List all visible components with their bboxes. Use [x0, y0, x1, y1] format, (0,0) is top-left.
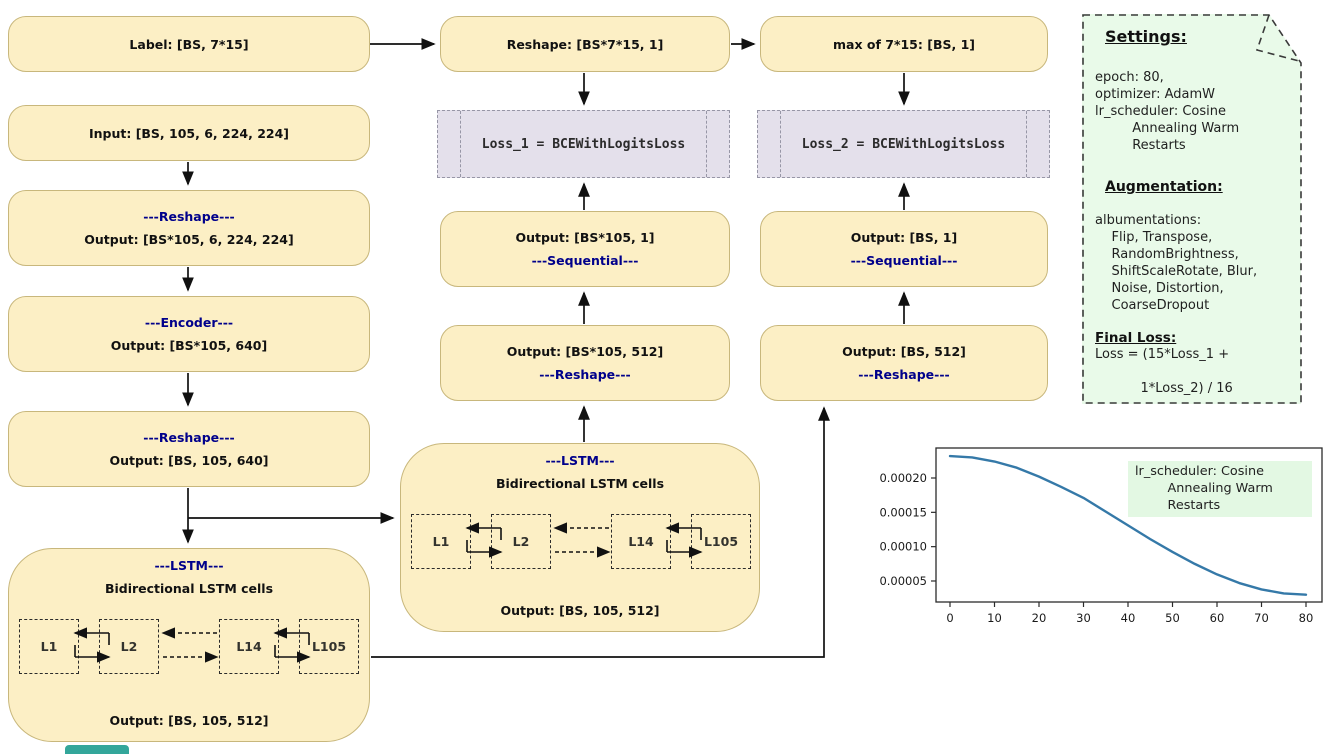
lstm-left-subtitle: Bidirectional LSTM cells	[104, 581, 274, 596]
loss2-left-dash	[780, 111, 781, 177]
reshape2-op: ---Reshape---	[143, 430, 235, 445]
augmentation-block: albumentations: Flip, Transpose, RandomB…	[1095, 213, 1258, 313]
final-loss-title: Final Loss:	[1095, 330, 1177, 346]
reshape1-node: ---Reshape--- Output: [BS*105, 6, 224, 2…	[8, 190, 370, 266]
svg-text:30: 30	[1076, 611, 1091, 625]
max-node: max of 7*15: [BS, 1]	[760, 16, 1048, 72]
mid-reshape-out: Output: [BS*105, 512]	[506, 344, 664, 359]
lstm-mid-subtitle: Bidirectional LSTM cells	[495, 476, 665, 491]
right-reshape-op: ---Reshape---	[858, 367, 950, 382]
svg-text:10: 10	[987, 611, 1002, 625]
lstm-mid-cell-arrows	[465, 522, 703, 558]
loss1-node: Loss_1 = BCEWithLogitsLoss	[437, 110, 730, 178]
mid-sequential-out: Output: [BS*105, 1]	[515, 230, 655, 245]
mid-reshape-op: ---Reshape---	[539, 367, 631, 382]
loss2-right-dash	[1026, 111, 1027, 177]
lr-curve-plot: 0 10 20 30 40 50 60 70 80 0.00020 0.00015 0.00010 0.…	[879, 447, 1323, 625]
encoder-node: ---Encoder--- Output: [BS*105, 640]	[8, 296, 370, 372]
lr-scheduler-chart: 0 10 20 30 40 50 60 70 80 0.00020 0.00015 0.00010 0.…	[870, 440, 1344, 640]
reshape1-op: ---Reshape---	[143, 209, 235, 224]
label-node-text: Label: [BS, 7*15]	[129, 36, 249, 52]
right-sequential-node: Output: [BS, 1] ---Sequential---	[760, 211, 1048, 287]
augmentation-title: Augmentation:	[1105, 179, 1223, 195]
reshape-top-node: Reshape: [BS*7*15, 1]	[440, 16, 730, 72]
reshape2-out: Output: [BS, 105, 640]	[109, 453, 269, 468]
right-sequential-op: ---Sequential---	[850, 253, 958, 268]
svg-text:40: 40	[1121, 611, 1136, 625]
svg-text:70: 70	[1254, 611, 1269, 625]
loss1-right-dash	[706, 111, 707, 177]
loss1-text: Loss_1 = BCEWithLogitsLoss	[481, 136, 686, 152]
svg-text:50: 50	[1165, 611, 1180, 625]
mid-sequential-node: Output: [BS*105, 1] ---Sequential---	[440, 211, 730, 287]
lstm-mid-out: Output: [BS, 105, 512]	[500, 603, 660, 618]
input-node: Input: [BS, 105, 6, 224, 224]	[8, 105, 370, 161]
reshape-top-text: Reshape: [BS*7*15, 1]	[506, 36, 664, 52]
mid-reshape-node: Output: [BS*105, 512] ---Reshape---	[440, 325, 730, 401]
lstm-mid-op: ---LSTM---	[545, 453, 615, 468]
final-loss-block: Loss = (15*Loss_1 + 1*Loss_2) / 16	[1095, 347, 1233, 396]
loss2-node: Loss_2 = BCEWithLogitsLoss	[757, 110, 1050, 178]
reshape1-out: Output: [BS*105, 6, 224, 224]	[84, 232, 294, 247]
encoder-op: ---Encoder---	[144, 315, 234, 330]
encoder-out: Output: [BS*105, 640]	[110, 338, 268, 353]
right-sequential-out: Output: [BS, 1]	[850, 230, 958, 245]
svg-text:0: 0	[946, 611, 953, 625]
mid-sequential-op: ---Sequential---	[531, 253, 639, 268]
loss1-left-dash	[460, 111, 461, 177]
lstm-left-op: ---LSTM---	[154, 558, 224, 573]
lstm-left-out: Output: [BS, 105, 512]	[109, 713, 269, 728]
lr-scheduler-annotation: lr_scheduler: Cosine Annealing Warm Rest…	[1128, 461, 1312, 517]
lstm-cell-l14: L14	[219, 619, 279, 674]
max-node-text: max of 7*15: [BS, 1]	[833, 36, 975, 52]
svg-text:20: 20	[1032, 611, 1047, 625]
svg-text:0.00015: 0.00015	[879, 505, 927, 519]
label-node: Label: [BS, 7*15]	[8, 16, 370, 72]
cropped-box-fragment	[65, 745, 129, 754]
reshape2-node: ---Reshape--- Output: [BS, 105, 640]	[8, 411, 370, 487]
input-node-text: Input: [BS, 105, 6, 224, 224]	[88, 125, 290, 141]
lstm-cell-l2: L2	[99, 619, 159, 674]
right-reshape-out: Output: [BS, 512]	[842, 344, 966, 359]
svg-text:80: 80	[1299, 611, 1314, 625]
loss2-text: Loss_2 = BCEWithLogitsLoss	[801, 136, 1006, 152]
svg-text:60: 60	[1210, 611, 1225, 625]
lstm-cell-l1: L1	[19, 619, 79, 674]
svg-text:0.00005: 0.00005	[879, 574, 927, 588]
svg-text:0.00010: 0.00010	[879, 540, 927, 554]
right-reshape-node: Output: [BS, 512] ---Reshape---	[760, 325, 1048, 401]
settings-title: Settings:	[1105, 27, 1187, 46]
lstm-cell-l105: L105	[299, 619, 359, 674]
settings-training-block: epoch: 80, optimizer: AdamW lr_scheduler…	[1095, 70, 1240, 153]
lstm-cell-arrows	[73, 627, 311, 663]
lstm-mid-node: ---LSTM--- Bidirectional LSTM cells L1 L…	[400, 443, 760, 632]
settings-note: Settings: epoch: 80, optimizer: AdamW lr…	[1082, 14, 1301, 404]
svg-text:0.00020: 0.00020	[879, 471, 927, 485]
lstm-left-node: ---LSTM--- Bidirectional LSTM cells L1 L…	[8, 548, 370, 742]
